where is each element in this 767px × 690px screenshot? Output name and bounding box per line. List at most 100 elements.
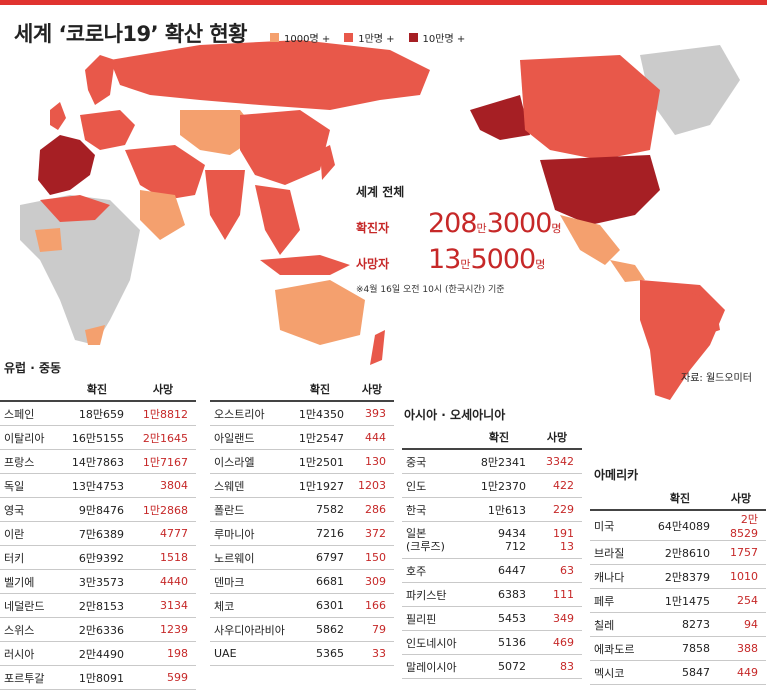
table-row: 인도 1만2370 422	[402, 473, 582, 498]
legend-swatch-mid	[344, 33, 354, 42]
table-row: 캐나다 2만8379 1010	[590, 564, 766, 589]
col-name	[0, 378, 64, 402]
col-confirmed: 확진	[64, 378, 130, 402]
col-deaths: 사망	[532, 426, 582, 450]
confirmed-value: 5847	[644, 660, 716, 685]
world-totals-heading: 세계 전체	[356, 185, 405, 199]
deaths-value: 198	[130, 641, 196, 666]
deaths-value: 469	[532, 630, 582, 655]
confirmed-value: 6301	[290, 593, 350, 618]
country-name: 네덜란드	[0, 593, 64, 618]
map-india	[205, 170, 245, 240]
table-row: 한국 1만613 229	[402, 497, 582, 522]
legend-item-mid: 1만명 +	[344, 30, 395, 45]
confirmed-value: 5365	[290, 641, 350, 666]
table-row: 페루 1만1475 254	[590, 588, 766, 613]
source-credit: 자료: 월드오미터	[681, 373, 752, 384]
table-row: 브라질 2만8610 1757	[590, 540, 766, 565]
americas-section-title: 아메리카	[594, 468, 639, 482]
deaths-value: 286	[350, 497, 394, 522]
table-row: 덴마크 6681 309	[210, 569, 394, 594]
deaths-value: 2만8529	[716, 510, 766, 541]
deaths-value: 1010	[716, 564, 766, 589]
table-row: 체코 6301 166	[210, 593, 394, 618]
deaths-line2: 13	[560, 540, 574, 553]
deaths-value: 599	[130, 665, 196, 690]
country-name: 스위스	[0, 617, 64, 642]
map-uk	[50, 102, 66, 130]
world-deaths-a: 13	[428, 244, 461, 275]
confirmed-value: 6447	[466, 558, 532, 583]
map-europe-west	[38, 135, 95, 195]
deaths-value: 191 13	[532, 521, 582, 559]
confirmed-value: 2만8153	[64, 593, 130, 618]
map-indonesia	[260, 255, 350, 275]
col-deaths: 사망	[716, 487, 766, 511]
map-west-africa	[35, 228, 62, 252]
country-name: 멕시코	[590, 660, 644, 685]
deaths-value: 1만2868	[130, 497, 196, 522]
country-name: 사우디아라비아	[210, 617, 290, 642]
country-name: 일본 (크루즈)	[402, 521, 466, 559]
map-canada	[520, 55, 660, 160]
confirmed-value: 5072	[466, 654, 532, 679]
deaths-value: 1239	[130, 617, 196, 642]
world-deaths-b: 5000	[470, 244, 536, 275]
americas-table: 확진 사망 미국 64만4089 2만8529 브라질 2만8610 1757 캐나다 2만8…	[590, 487, 766, 685]
confirmed-value: 14만7863	[64, 449, 130, 474]
map-europe-central	[80, 110, 135, 150]
deaths-value: 2만1645	[130, 425, 196, 450]
table-row: 미국 64만4089 2만8529	[590, 510, 766, 541]
deaths-value: 349	[532, 606, 582, 631]
country-name: 체코	[210, 593, 290, 618]
country-name: 브라질	[590, 540, 644, 565]
country-name: 프랑스	[0, 449, 64, 474]
world-deaths-u2: 명	[535, 258, 546, 271]
table-row: 멕시코 5847 449	[590, 660, 766, 685]
table-row: 인도네시아 5136 469	[402, 630, 582, 655]
table-row: 스페인 18만659 1만8812	[0, 401, 196, 426]
top-accent-bar	[0, 0, 767, 5]
map-mexico	[560, 215, 620, 265]
confirmed-value: 5136	[466, 630, 532, 655]
deaths-value: 229	[532, 497, 582, 522]
deaths-value: 1만7167	[130, 449, 196, 474]
col-deaths: 사망	[350, 378, 394, 402]
table-row: 영국 9만8476 1만2868	[0, 497, 196, 522]
world-deaths-u1: 만	[460, 258, 471, 271]
world-map	[20, 40, 740, 400]
deaths-value: 388	[716, 636, 766, 661]
country-name: 덴마크	[210, 569, 290, 594]
deaths-value: 79	[350, 617, 394, 642]
asia-table: 확진 사망 중국 8만2341 3342 인도 1만2370 422 한국 1만613 229 일…	[402, 426, 582, 679]
country-name: 오스트리아	[210, 401, 290, 426]
table-row: 프랑스 14만7863 1만7167	[0, 449, 196, 474]
deaths-value: 1757	[716, 540, 766, 565]
confirmed-line2: 712	[505, 540, 526, 553]
confirmed-value: 7216	[290, 521, 350, 546]
world-confirmed-label: 확진자	[356, 221, 390, 235]
country-name: 스페인	[0, 401, 64, 426]
confirmed-value: 5453	[466, 606, 532, 631]
confirmed-value: 1만4350	[290, 401, 350, 426]
map-new-zealand	[370, 330, 385, 365]
deaths-value: 1518	[130, 545, 196, 570]
confirmed-value: 8만2341	[466, 449, 532, 474]
table-row: 이란 7만6389 4777	[0, 521, 196, 546]
col-name	[402, 426, 466, 450]
table-row: 오스트리아 1만4350 393	[210, 401, 394, 426]
confirmed-line1: 9434	[498, 527, 526, 540]
country-name: 이탈리아	[0, 425, 64, 450]
map-scandinavia	[85, 55, 115, 105]
deaths-value: 444	[350, 425, 394, 450]
country-name: 이란	[0, 521, 64, 546]
country-name: 캐나다	[590, 564, 644, 589]
confirmed-value: 5862	[290, 617, 350, 642]
country-name: 말레이시아	[402, 654, 466, 679]
table-row: 일본 (크루즈) 9434 712 191 13	[402, 521, 582, 559]
deaths-value: 309	[350, 569, 394, 594]
country-name: 터키	[0, 545, 64, 570]
map-australia	[275, 280, 365, 345]
confirmed-value: 1만2501	[290, 449, 350, 474]
country-name: 러시아	[0, 641, 64, 666]
